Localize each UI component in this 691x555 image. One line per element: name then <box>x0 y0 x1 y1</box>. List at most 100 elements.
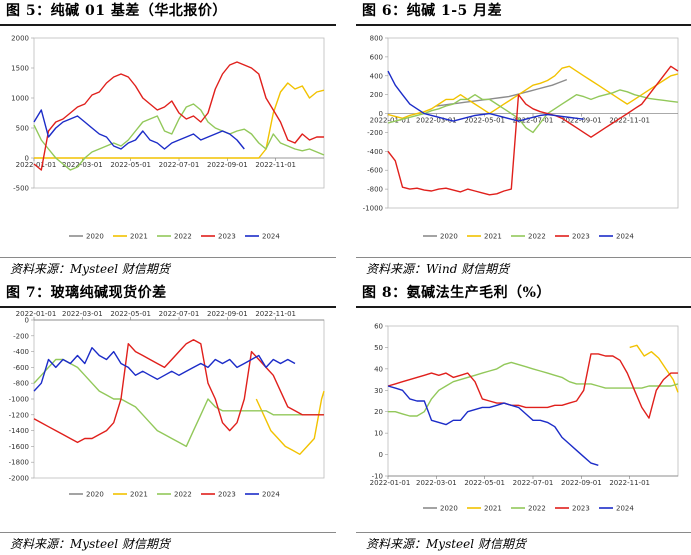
legend-label-2022: 2022 <box>528 233 546 241</box>
series-line-2022 <box>33 103 325 171</box>
series-line-2022 <box>33 358 324 448</box>
legend-label-2024: 2024 <box>262 491 280 499</box>
chart-spread-1-5: -1000 -800 -600 -400 -200 0 200 400 600 800 2022-0… <box>363 35 679 241</box>
y-tick-label: -800 <box>367 186 383 194</box>
y-tick-label: 40 <box>374 365 383 373</box>
legend-label-2020: 2020 <box>440 505 458 513</box>
y-tick-label: 1000 <box>11 95 29 103</box>
x-tick-label: 2022-01-01 <box>370 479 411 487</box>
series-line-2024 <box>387 385 599 466</box>
y-tick-label: -2000 <box>9 475 29 483</box>
y-tick-label: -600 <box>13 364 29 372</box>
x-tick-label: 2022-09-01 <box>207 310 248 318</box>
y-tick-label: 0 <box>379 451 383 459</box>
series-line-2023 <box>387 65 679 196</box>
source-note: 资料来源：Mysteel 财信期货 <box>0 257 336 280</box>
x-tick-label: 2022-11-01 <box>255 161 296 169</box>
x-tick-label: 2022-05-01 <box>464 479 505 487</box>
series-line-2023 <box>33 339 324 444</box>
y-tick-label: 500 <box>16 125 29 133</box>
x-tick-label: 2022-11-01 <box>609 479 650 487</box>
plot-frame <box>387 37 679 209</box>
series-line-2022 <box>388 361 679 417</box>
panel-title: 图 6：纯碱 1-5 月差 <box>356 0 691 26</box>
x-tick-label: 2022-11-01 <box>609 117 650 125</box>
y-tick-label: 800 <box>370 35 383 43</box>
x-tick-label: 2022-05-01 <box>464 117 505 125</box>
y-tick-label: 0 <box>25 317 29 325</box>
legend-label-2020: 2020 <box>86 233 104 241</box>
y-tick-label: 60 <box>374 323 383 331</box>
y-tick-label: -800 <box>13 380 29 388</box>
source-note: 资料来源：Mysteel 财信期货 <box>0 532 336 555</box>
y-tick-label: -200 <box>367 129 383 137</box>
series-line-2021 <box>387 65 679 120</box>
x-tick-label: 2022-07-01 <box>159 310 200 318</box>
plot-frame <box>33 37 325 189</box>
series-line-2021 <box>34 82 325 159</box>
legend-label-2021: 2021 <box>130 491 148 499</box>
series-line-2023 <box>33 61 324 171</box>
x-tick-label: 2022-03-01 <box>62 161 103 169</box>
y-tick-label: 10 <box>374 430 383 438</box>
series-line-2022 <box>387 89 679 134</box>
panel-title: 图 7：玻璃纯碱现货价差 <box>0 282 336 308</box>
x-tick-label: 2022-05-01 <box>110 161 151 169</box>
legend-label-2024: 2024 <box>262 233 280 241</box>
y-tick-label: 600 <box>370 53 383 61</box>
source-note: 资料来源：Mysteel 财信期货 <box>356 532 691 555</box>
y-tick-label: 50 <box>374 344 383 352</box>
y-tick-label: -200 <box>13 332 29 340</box>
plot-frame <box>387 325 679 477</box>
panel-ammonia-soda-margin: 图 8：氨碱法生产毛利（%） -10 0 10 20 30 40 50 60 2022-01-0… <box>356 282 691 555</box>
x-tick-label: 2022-03-01 <box>416 117 457 125</box>
y-tick-label: -400 <box>367 148 383 156</box>
y-tick-label: -500 <box>13 185 29 193</box>
y-tick-label: -1000 <box>363 205 383 213</box>
x-tick-label: 2022-07-01 <box>513 479 554 487</box>
legend-label-2021: 2021 <box>484 505 502 513</box>
y-tick-label: -1200 <box>9 411 29 419</box>
legend-label-2022: 2022 <box>528 505 546 513</box>
series-line-2023 <box>387 353 678 419</box>
x-tick-label: 2022-03-01 <box>416 479 457 487</box>
x-tick-label: 2022-03-01 <box>62 310 103 318</box>
panel-title: 图 8：氨碱法生产毛利（%） <box>356 282 691 308</box>
series-line-2021 <box>629 344 679 393</box>
series-line-2021 <box>255 390 325 456</box>
series-line-2024 <box>33 347 296 392</box>
y-tick-label: -600 <box>367 167 383 175</box>
y-tick-label: 1500 <box>11 65 29 73</box>
y-tick-label: 30 <box>374 387 383 395</box>
legend-label-2024: 2024 <box>616 505 634 513</box>
legend-label-2024: 2024 <box>616 233 634 241</box>
y-tick-label: -1800 <box>9 459 29 467</box>
series-line-2024 <box>33 109 245 150</box>
y-tick-label: -1400 <box>9 427 29 435</box>
chart-glass-soda-spread: -2000-1800-1600-1400-1200-1000-800-600-4… <box>9 310 325 499</box>
legend-label-2022: 2022 <box>174 491 192 499</box>
y-tick-label: 2000 <box>11 35 29 43</box>
y-tick-label: -400 <box>13 348 29 356</box>
legend-label-2023: 2023 <box>572 233 590 241</box>
x-tick-label: 2022-01-01 <box>370 117 411 125</box>
legend-label-2022: 2022 <box>174 233 192 241</box>
x-tick-label: 2022-05-01 <box>110 310 151 318</box>
legend-label-2023: 2023 <box>218 233 236 241</box>
x-tick-label: 2022-07-01 <box>159 161 200 169</box>
y-tick-label: 0 <box>379 110 383 118</box>
y-tick-label: 200 <box>370 91 383 99</box>
x-tick-label: 2022-09-01 <box>561 479 602 487</box>
y-tick-label: 400 <box>370 72 383 80</box>
x-tick-label: 2022-11-01 <box>255 310 296 318</box>
legend-label-2023: 2023 <box>572 505 590 513</box>
x-tick-label: 2022-01-01 <box>16 310 57 318</box>
source-note: 资料来源：Wind 财信期货 <box>356 257 691 280</box>
y-tick-label: -10 <box>372 473 383 481</box>
series-line-2020 <box>436 78 568 107</box>
legend-label-2020: 2020 <box>86 491 104 499</box>
y-tick-label: 20 <box>374 408 383 416</box>
series-line-2024 <box>387 70 584 122</box>
y-tick-label: -1600 <box>9 443 29 451</box>
